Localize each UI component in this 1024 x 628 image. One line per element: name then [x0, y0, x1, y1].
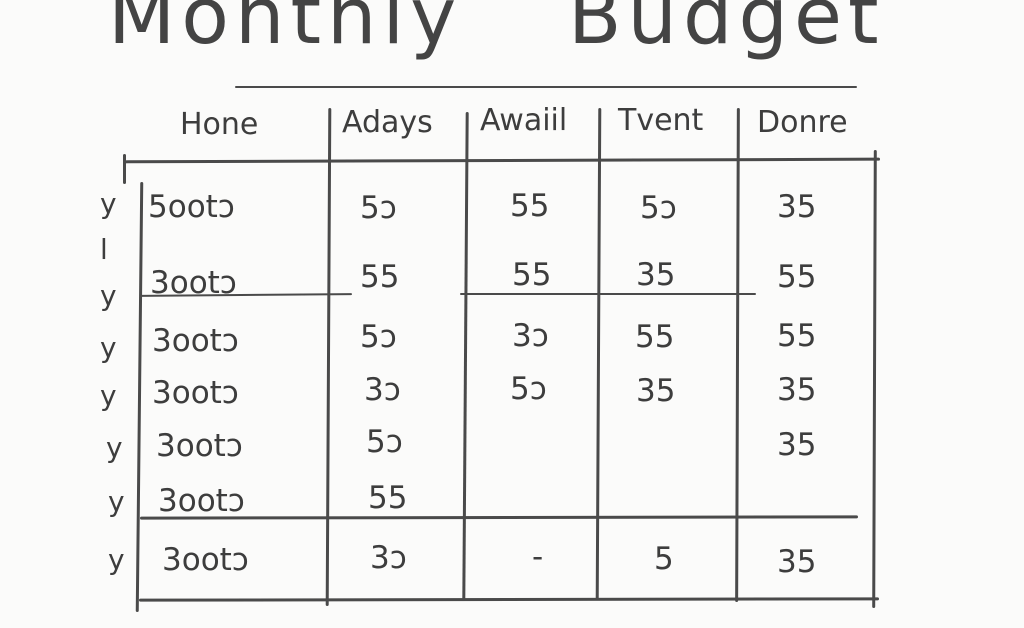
side-tick-mark: l	[100, 233, 108, 266]
row-mark: y	[100, 379, 117, 412]
table-cell: 55	[360, 259, 400, 295]
column-header-2: Adays	[342, 105, 433, 140]
table-cell: 3ootɔ	[150, 265, 237, 301]
table-cell: 55	[512, 257, 552, 293]
table-cell: 55	[777, 259, 817, 295]
table-cell: 55	[510, 188, 550, 224]
table-cell: 3ootɔ	[158, 483, 245, 519]
table-cell: 3ootɔ	[156, 428, 243, 464]
table-cell: 5ɔ	[366, 424, 403, 460]
table-cell: 5	[654, 541, 674, 577]
row-mark: y	[100, 331, 117, 364]
table-cell: 35	[777, 372, 817, 408]
grid-line-right	[872, 149, 877, 609]
grid-line-total-divider	[139, 515, 859, 520]
grid-line-col1	[325, 107, 332, 607]
table-cell: 35	[636, 257, 676, 293]
table-cell: 35	[636, 373, 676, 409]
row-mark: y	[100, 187, 117, 220]
table-cell: 5ɔ	[360, 319, 397, 355]
grid-line-row-divider-right	[460, 293, 756, 295]
table-cell: 3ɔ	[370, 540, 407, 576]
grid-line-left	[123, 154, 126, 184]
table-cell: 5ɔ	[360, 190, 397, 226]
row-mark: y	[100, 279, 117, 312]
table-cell: 55	[777, 318, 817, 354]
table-cell: 3ootɔ	[162, 542, 249, 578]
table-cell: 55	[635, 319, 675, 355]
grid-line-bottom	[138, 597, 880, 602]
table-cell: 55	[368, 480, 408, 516]
column-header-3: Awaiil	[480, 103, 568, 138]
column-header-4: Tvent	[618, 103, 704, 138]
row-mark: y	[108, 485, 125, 518]
grid-line-header-bottom	[122, 157, 881, 164]
table-cell: 35	[777, 427, 817, 463]
row-mark: y	[106, 431, 123, 464]
column-header-5: Donre	[757, 105, 848, 140]
table-cell: 5ootɔ	[148, 189, 235, 225]
row-mark: y	[108, 543, 125, 576]
grid-line-left-lower	[135, 181, 144, 613]
table-cell: 3ɔ	[364, 372, 401, 408]
table-cell: 35	[777, 544, 817, 580]
table-cell: 3ootɔ	[152, 323, 239, 359]
table-cell: 5ɔ	[640, 190, 677, 226]
table-cell: 5ɔ	[510, 371, 547, 407]
grid-line-col4	[735, 107, 740, 603]
grid-line-col2	[462, 111, 469, 601]
table-cell: 3ɔ	[512, 318, 549, 354]
page-title-left: Monthly	[108, 0, 463, 62]
table-cell: -	[532, 539, 544, 575]
table-cell: 35	[777, 189, 817, 225]
page-title-right: Budget	[568, 0, 885, 62]
table-cell: 3ootɔ	[152, 375, 239, 411]
column-header-1: Hone	[180, 107, 259, 142]
grid-line-col3	[595, 107, 602, 601]
title-underline	[235, 86, 857, 88]
